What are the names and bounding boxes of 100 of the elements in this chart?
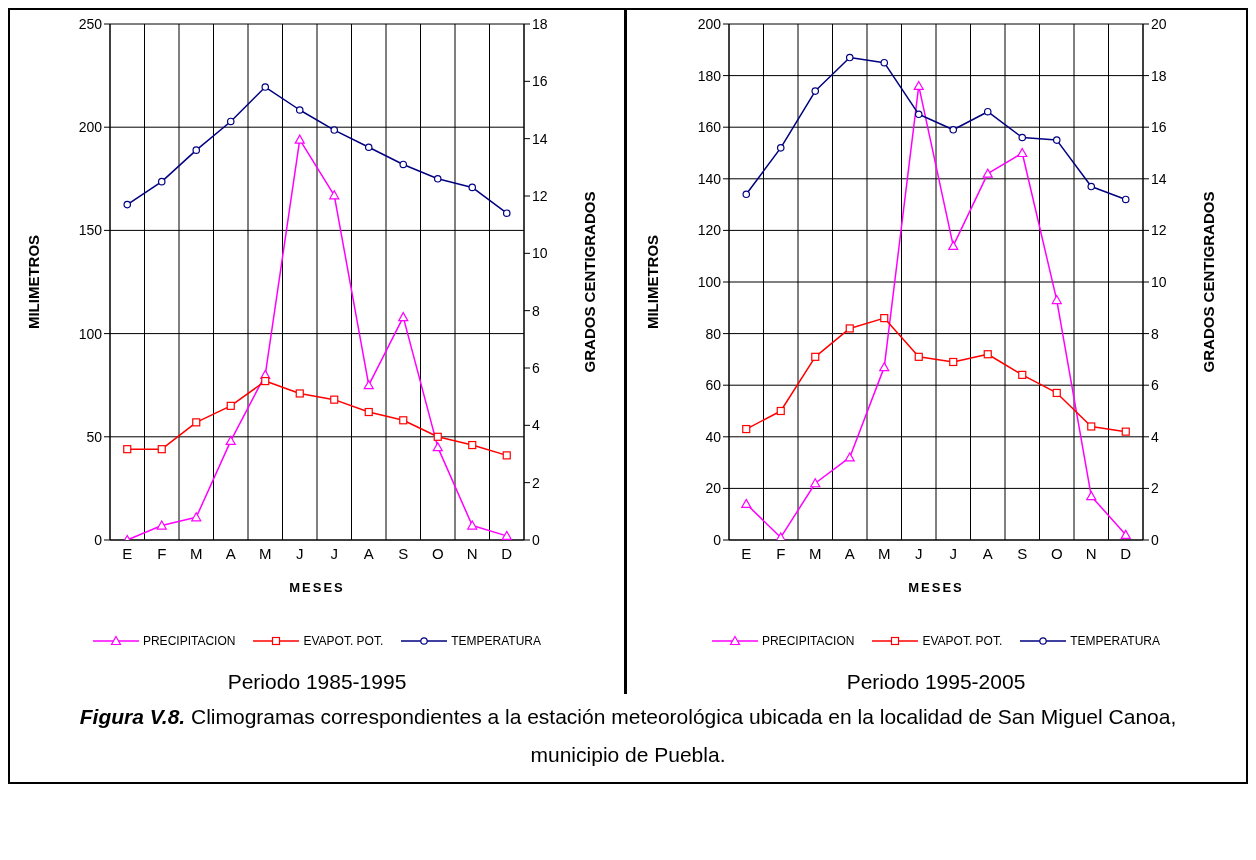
point [982,168,993,178]
point [330,126,339,134]
text: Periodo 1985-1995 [226,670,408,694]
point [1017,147,1028,158]
point [742,424,751,434]
point [913,80,924,91]
point [433,175,442,183]
y-tick-label: 180 [697,67,722,84]
point [261,83,270,91]
legend-label: PRECIPITACION [142,634,236,648]
y2-tick-label: 6 [532,359,540,376]
y2-tick-label: 2 [532,474,540,491]
point [294,134,305,144]
y2-tick-label: 18 [1151,67,1167,84]
point [226,117,235,126]
point [845,53,854,62]
x-tick-label: M [878,544,891,562]
legend-label: EVAPOT. POT. [303,634,384,648]
point [949,125,958,134]
point [261,376,270,386]
point [1051,294,1062,305]
point [983,107,992,116]
y-tick-label: 140 [697,170,722,187]
point [363,380,374,390]
y2-tick-label: 16 [1151,119,1167,136]
point [1087,422,1096,431]
y-tick-label: 60 [705,377,722,394]
x-axis-title: MESES [289,580,345,595]
y2-tick-label: 4 [1151,428,1159,445]
y2-tick-label: 8 [532,302,540,319]
y-tick-label: 0 [94,531,103,548]
x-tick-label: F [776,544,786,562]
point [1052,136,1061,144]
point [948,240,959,250]
y2-tick-label: 12 [1151,222,1167,239]
x-tick-label: O [431,544,444,562]
y2-tick-label: 0 [532,531,540,548]
point [949,357,958,367]
x-tick-label: J [949,544,957,562]
y2-tick-label: 10 [1151,273,1167,290]
y2-tick-label: 14 [532,130,548,147]
point [399,416,408,425]
point [192,146,201,154]
y2-tick-label: 18 [532,15,548,32]
x-axis-title: MESES [908,580,964,595]
point [776,144,785,152]
point [468,183,477,192]
point [433,432,442,441]
y-tick-label: 50 [86,428,103,445]
text: Periodo 1995-2005 [845,670,1027,694]
point [914,352,923,361]
point [123,200,132,209]
y2-tick-label: 4 [532,417,540,434]
point [914,110,923,119]
point [811,352,820,361]
legend-label: TEMPERATURA [451,634,542,648]
y2-tick-label: 12 [532,187,548,204]
point [845,324,854,333]
y-tick-label: 40 [705,428,722,445]
point [810,478,821,488]
text: Figura V.8. [79,705,186,728]
point [192,418,201,427]
point [1121,427,1130,436]
x-tick-label: S [1017,544,1028,562]
point [364,143,373,152]
x-tick-label: A [844,544,855,562]
legend-label: PRECIPITACION [761,634,855,648]
y-tick-label: 80 [705,325,722,342]
y-tick-label: 0 [713,531,722,548]
text: Climogramas correspondientes a la estación meteorológica ubicada en la localidad de San Miguel Canoa, municipio de Puebla. [191,705,1177,766]
point [329,190,340,200]
point [468,440,477,450]
x-tick-label: N [466,544,478,562]
y-tick-label: 150 [78,222,103,239]
y-tick-label: 200 [697,15,722,32]
point [844,452,855,462]
point [880,314,889,323]
x-tick-label: N [1085,544,1097,562]
point [741,498,752,508]
y2-tick-label: 16 [532,73,548,90]
y-axis-title: MILIMETROS [644,234,662,330]
point [983,350,992,359]
x-tick-label: M [190,544,203,562]
x-tick-label: D [501,544,513,562]
point [123,445,132,454]
point [226,401,235,410]
y2-axis-title: GRADOS CENTIGRADOS [1200,191,1218,373]
point [156,520,167,530]
point [501,530,512,540]
x-tick-label: O [1050,544,1063,562]
point [330,395,339,404]
point [502,209,511,217]
x-tick-label: E [122,544,133,562]
x-tick-label: J [330,544,338,562]
point [880,58,889,67]
point [1120,529,1131,539]
point [191,512,202,522]
point [1018,370,1027,379]
y2-tick-label: 8 [1151,325,1159,342]
y2-tick-label: 10 [532,245,548,262]
